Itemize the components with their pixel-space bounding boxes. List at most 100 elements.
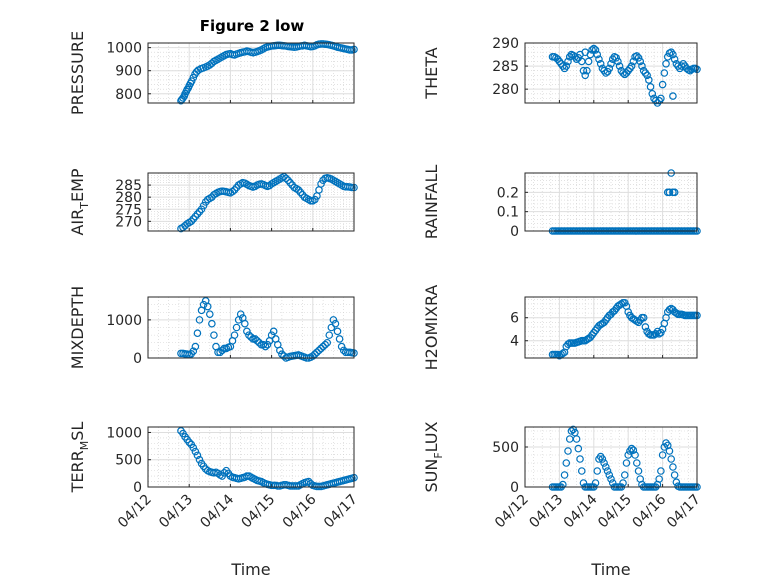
data-point [562, 62, 571, 70]
data-point [584, 57, 593, 66]
data-point [325, 331, 334, 339]
data-point [639, 313, 648, 322]
data-point [329, 316, 338, 324]
y-axis-label: RAINFALL [422, 165, 441, 240]
data-point [643, 71, 651, 80]
data-point [193, 451, 202, 460]
axes-box [524, 42, 698, 104]
data-point [183, 85, 191, 94]
y-axis-label: AIRTEMP [68, 168, 91, 235]
data-point [304, 477, 313, 486]
data-point [323, 338, 332, 347]
y-tick-label: 1000 [106, 41, 142, 57]
x-tick-label: 04/15 [239, 492, 279, 532]
data-point [241, 319, 249, 328]
data-point [591, 479, 600, 487]
data-point [645, 76, 653, 84]
data-point [669, 92, 677, 100]
subplot-sunflux: 0 500 SUNFLUX 04/1204/1304/1404/1504/1604/1… [422, 421, 704, 579]
data-point [317, 180, 325, 188]
x-tick-label: 04/16 [280, 491, 320, 531]
data-point [632, 459, 641, 467]
data-point [665, 188, 674, 197]
data-point [193, 329, 202, 338]
data-point [670, 55, 679, 63]
x-tick-label: 04/13 [156, 492, 196, 532]
data-point [243, 327, 251, 336]
y-tick-label: 500 [492, 440, 519, 456]
data-point [627, 62, 636, 70]
data-point [203, 302, 212, 311]
data-point [308, 352, 317, 360]
data-point [638, 62, 646, 70]
axes-box [524, 172, 698, 232]
y-tick-label: 4 [510, 334, 519, 350]
data-point [641, 323, 650, 331]
data-point [583, 66, 591, 75]
data-point [255, 338, 264, 347]
data-point [278, 350, 286, 358]
data-point [612, 53, 620, 62]
data-point [261, 342, 270, 351]
data-point [333, 327, 342, 336]
data-point [669, 50, 677, 59]
y-tick-label: 285 [115, 178, 142, 194]
data-point [245, 331, 253, 339]
y-tick-label: 285 [492, 59, 519, 75]
y-tick-label: 280 [492, 82, 519, 98]
data-point [562, 459, 571, 467]
y-axis-label-part: MIXDEPTH [68, 286, 87, 369]
data-point [259, 340, 268, 349]
data-point [632, 317, 641, 325]
data-point [189, 215, 198, 223]
data-point [657, 94, 665, 103]
data-point [627, 444, 636, 453]
y-axis-label-part: H2OMIXRA [422, 285, 441, 371]
data-point [189, 347, 198, 355]
data-point [189, 443, 198, 452]
data-point [191, 212, 200, 221]
data-point [593, 50, 602, 59]
data-point [331, 319, 340, 328]
data-point [317, 344, 325, 353]
data-point [319, 342, 327, 351]
data-point [636, 57, 645, 66]
data-point [311, 195, 319, 204]
data-point [199, 300, 208, 309]
data-point [596, 59, 605, 68]
data-point [208, 319, 216, 328]
data-point [230, 331, 239, 339]
x-tick-label: 04/14 [197, 491, 237, 531]
y-axis-label-part: T [78, 202, 91, 210]
x-tick-label: 04/17 [664, 492, 704, 532]
data-point [581, 71, 590, 80]
data-point [179, 94, 187, 102]
data-point [321, 340, 329, 349]
data-point [348, 183, 356, 192]
data-point [206, 310, 214, 318]
y-axis-label: SUNFLUX [422, 421, 445, 492]
y-axis-label: H2OMIXRA [422, 285, 441, 371]
data-point [311, 350, 319, 358]
y-tick-label: 290 [492, 36, 519, 52]
x-axis-label: Time [230, 560, 270, 579]
axes-box [147, 426, 355, 488]
data-point [655, 475, 663, 483]
data-point [276, 346, 284, 355]
data-point [607, 475, 615, 483]
data-point [195, 207, 204, 216]
data-point [576, 455, 584, 463]
data-point [600, 459, 608, 467]
data-point [572, 435, 581, 443]
data-point [282, 174, 290, 183]
data-point [251, 335, 259, 343]
y-tick-label: 6 [510, 311, 519, 327]
y-axis-label-part: M [78, 441, 91, 451]
data-point [253, 337, 261, 345]
data-point [607, 59, 615, 68]
data-point [667, 455, 676, 463]
data-point [306, 196, 315, 205]
y-axis-label-part: F [432, 452, 445, 458]
